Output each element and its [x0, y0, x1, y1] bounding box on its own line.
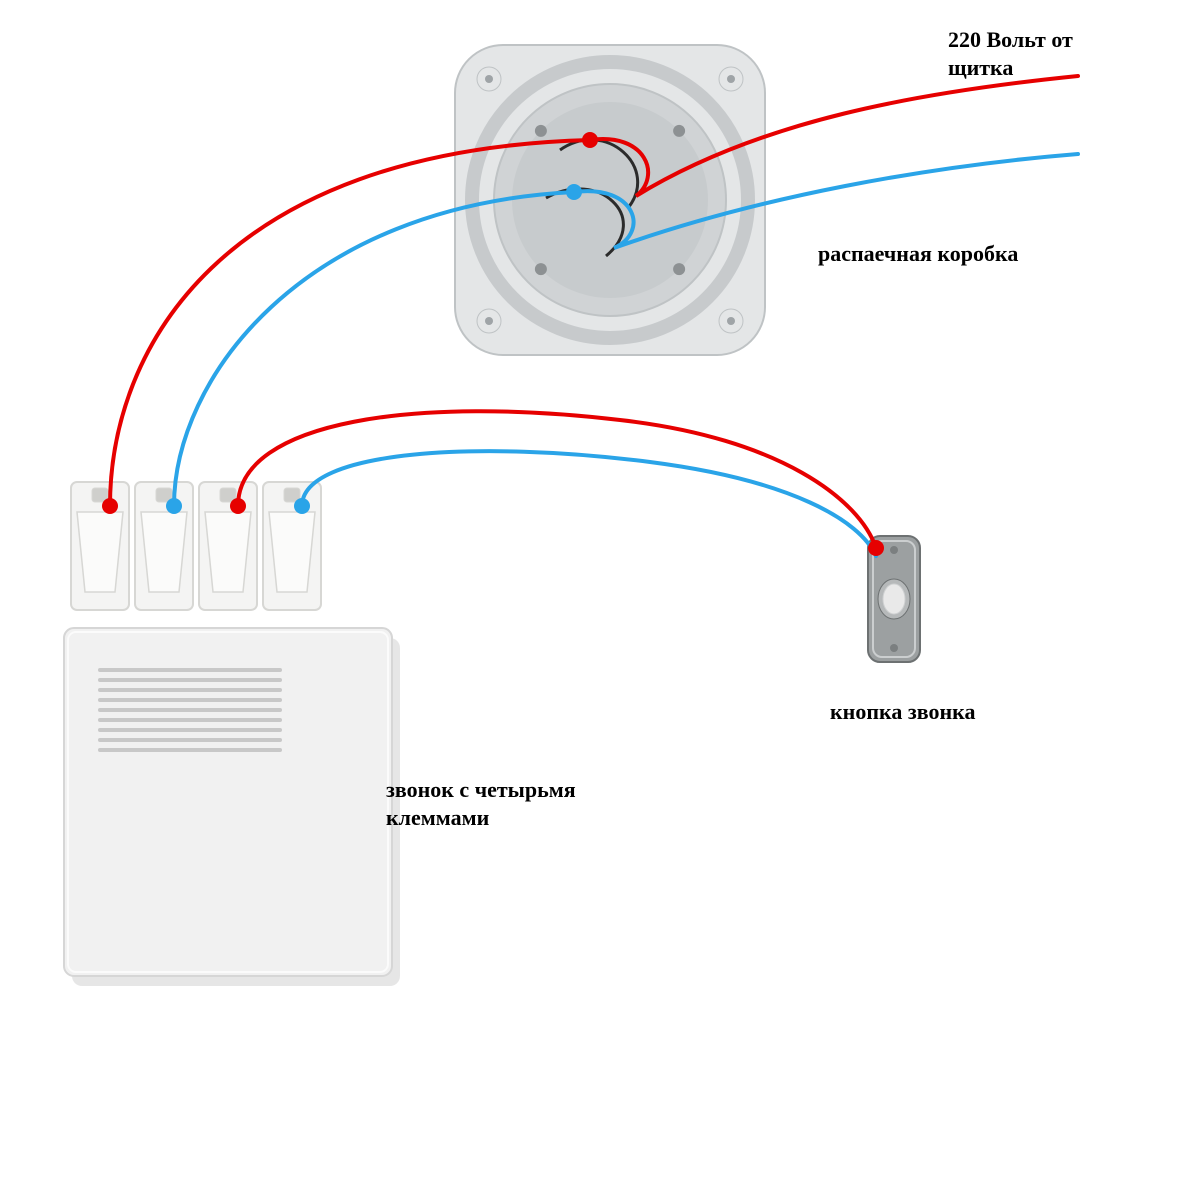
wiring-diagram	[0, 0, 1200, 1200]
label-doorbell: звонок с четырьмя клеммами	[386, 776, 576, 831]
label-power-source: 220 Вольт от щитка	[948, 26, 1073, 81]
label-junction-box: распаечная коробка	[818, 240, 1018, 268]
label-button: кнопка звонка	[830, 698, 975, 726]
doorbell-box	[64, 628, 400, 986]
